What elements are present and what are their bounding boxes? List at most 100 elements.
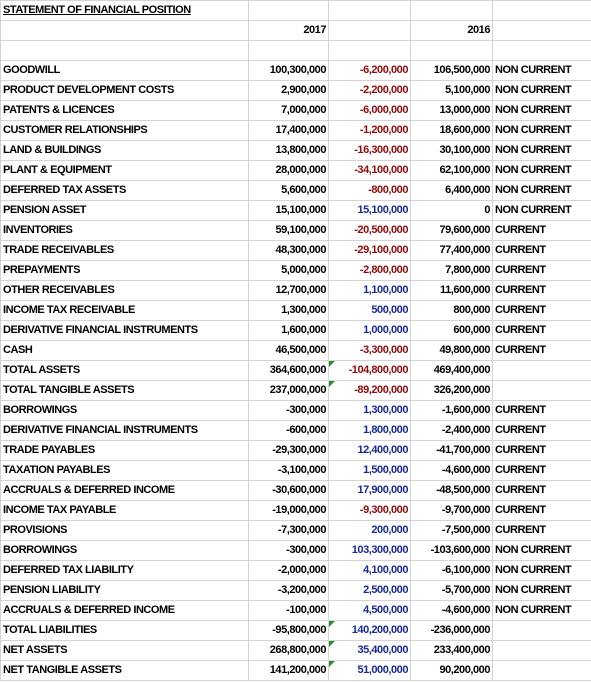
classification: NON CURRENT [493,61,591,81]
classification: CURRENT [493,321,591,341]
empty-cell [411,1,493,21]
change: 1,300,000 [329,401,411,421]
row-label: NET ASSETS [1,641,249,661]
row-label: BORROWINGS [1,541,249,561]
value-2017: 364,600,000 [249,361,329,381]
value-2017: 28,000,000 [249,161,329,181]
value-2017: 141,200,000 [249,661,329,681]
row-label: LAND & BUILDINGS [1,141,249,161]
change: 103,300,000 [329,541,411,561]
classification: NON CURRENT [493,181,591,201]
value-2017: 2,900,000 [249,81,329,101]
empty-cell [329,1,411,21]
value-2017: -29,300,000 [249,441,329,461]
row-label: ACCRUALS & DEFERRED INCOME [1,481,249,501]
change: -34,100,000 [329,161,411,181]
empty-cell [493,1,591,21]
value-2017: 46,500,000 [249,341,329,361]
empty-cell [493,381,591,401]
change: 17,900,000 [329,481,411,501]
classification: NON CURRENT [493,601,591,621]
row-label: TAXATION PAYABLES [1,461,249,481]
value-2016: 30,100,000 [411,141,493,161]
value-2017: 100,300,000 [249,61,329,81]
value-2016: 5,100,000 [411,81,493,101]
classification: NON CURRENT [493,141,591,161]
empty-cell [493,661,591,681]
change: -2,800,000 [329,261,411,281]
value-2016: 13,000,000 [411,101,493,121]
value-2017: -19,000,000 [249,501,329,521]
change: -89,200,000 [329,381,411,401]
change: -104,800,000 [329,361,411,381]
value-2016: 600,000 [411,321,493,341]
change: -6,200,000 [329,61,411,81]
empty-cell [249,1,329,21]
classification: CURRENT [493,521,591,541]
value-2017: 48,300,000 [249,241,329,261]
classification: NON CURRENT [493,201,591,221]
value-2017: -3,100,000 [249,461,329,481]
empty-cell [1,21,249,41]
column-header: 2016 [411,21,493,41]
value-2016: -2,400,000 [411,421,493,441]
empty-cell [493,21,591,41]
row-label: TOTAL ASSETS [1,361,249,381]
classification: CURRENT [493,481,591,501]
value-2017: 15,100,000 [249,201,329,221]
value-2017: -300,000 [249,541,329,561]
value-2017: 59,100,000 [249,221,329,241]
value-2016: 7,800,000 [411,261,493,281]
value-2016: 77,400,000 [411,241,493,261]
change: 4,100,000 [329,561,411,581]
value-2016: 18,600,000 [411,121,493,141]
value-2016: 106,500,000 [411,61,493,81]
value-2016: 6,400,000 [411,181,493,201]
classification: CURRENT [493,241,591,261]
change: 12,400,000 [329,441,411,461]
classification: CURRENT [493,261,591,281]
change: -6,000,000 [329,101,411,121]
classification: CURRENT [493,341,591,361]
change: -1,200,000 [329,121,411,141]
value-2017: -95,800,000 [249,621,329,641]
empty-cell [411,41,493,61]
value-2016: -1,600,000 [411,401,493,421]
change: 1,000,000 [329,321,411,341]
row-label: NET TANGIBLE ASSETS [1,661,249,681]
change: 500,000 [329,301,411,321]
value-2017: -7,300,000 [249,521,329,541]
row-label: GOODWILL [1,61,249,81]
row-label: TOTAL LIABILITIES [1,621,249,641]
row-label: INCOME TAX PAYABLE [1,501,249,521]
classification: NON CURRENT [493,561,591,581]
value-2016: 469,400,000 [411,361,493,381]
value-2016: -5,700,000 [411,581,493,601]
row-label: TRADE RECEIVABLES [1,241,249,261]
value-2016: -236,000,000 [411,621,493,641]
classification: NON CURRENT [493,81,591,101]
empty-cell [493,641,591,661]
value-2016: -9,700,000 [411,501,493,521]
change: 2,500,000 [329,581,411,601]
classification: CURRENT [493,221,591,241]
row-label: TOTAL TANGIBLE ASSETS [1,381,249,401]
change: -3,300,000 [329,341,411,361]
empty-cell [249,41,329,61]
classification: NON CURRENT [493,101,591,121]
row-label: PENSION LIABILITY [1,581,249,601]
change: 51,000,000 [329,661,411,681]
value-2016: -4,600,000 [411,461,493,481]
value-2016: 0 [411,201,493,221]
classification: NON CURRENT [493,121,591,141]
change: 200,000 [329,521,411,541]
value-2016: 90,200,000 [411,661,493,681]
column-header: 2017 [249,21,329,41]
value-2017: -300,000 [249,401,329,421]
empty-cell [1,41,249,61]
row-label: CUSTOMER RELATIONSHIPS [1,121,249,141]
value-2016: 233,400,000 [411,641,493,661]
row-label: CASH [1,341,249,361]
change: 15,100,000 [329,201,411,221]
